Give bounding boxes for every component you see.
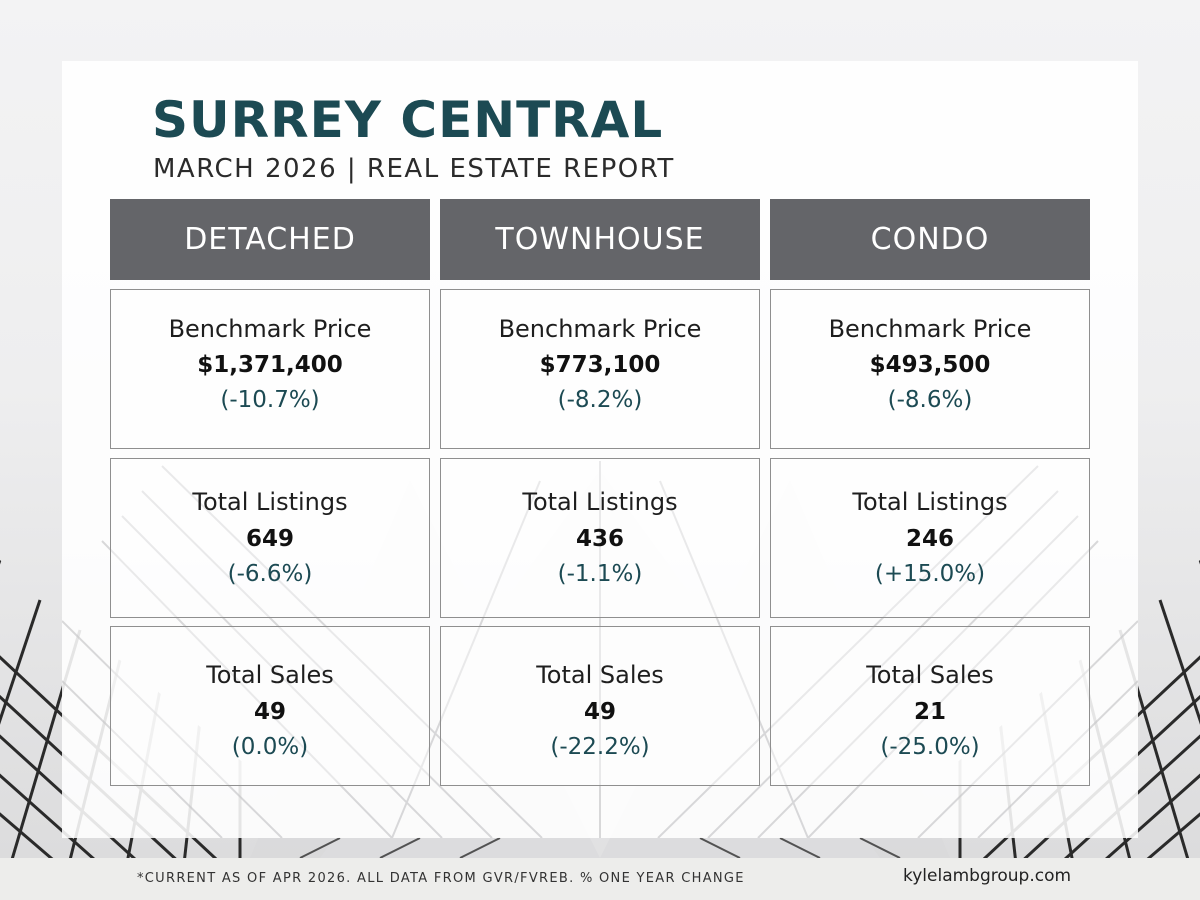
stat-value: 436 bbox=[575, 526, 624, 552]
column-header-detached: DETACHED bbox=[110, 199, 430, 280]
footer-bar bbox=[0, 858, 1200, 900]
panel-facade-pattern bbox=[62, 461, 1138, 838]
stat-label: Total Sales bbox=[866, 661, 994, 689]
footer-note: *CURRENT AS OF APR 2026. ALL DATA FROM G… bbox=[137, 871, 745, 886]
stat-value: 21 bbox=[913, 699, 946, 725]
stat-change: (-22.2%) bbox=[550, 734, 650, 760]
stat-change: (-25.0%) bbox=[880, 734, 980, 760]
stat-label: Total Listings bbox=[192, 488, 348, 516]
stat-change: (0.0%) bbox=[231, 734, 309, 760]
townhouse-listings-card: Total Listings 436 (-1.1%) bbox=[440, 458, 760, 618]
stat-value: $773,100 bbox=[539, 352, 661, 378]
stat-label: Total Sales bbox=[206, 661, 334, 689]
detached-benchmark-card: Benchmark Price $1,371,400 (-10.7%) bbox=[110, 289, 430, 449]
condo-sales-card: Total Sales 21 (-25.0%) bbox=[770, 626, 1090, 786]
stat-value: 246 bbox=[905, 526, 954, 552]
stat-change: (+15.0%) bbox=[874, 561, 986, 587]
stat-label: Total Listings bbox=[522, 488, 678, 516]
stat-label: Total Listings bbox=[852, 488, 1008, 516]
column-header-condo: CONDO bbox=[770, 199, 1090, 280]
townhouse-benchmark-card: Benchmark Price $773,100 (-8.2%) bbox=[440, 289, 760, 449]
stat-change: (-6.6%) bbox=[227, 561, 313, 587]
stat-label: Benchmark Price bbox=[168, 315, 372, 343]
page-title: SURREY CENTRAL bbox=[152, 91, 664, 149]
stat-change: (-8.2%) bbox=[557, 387, 643, 413]
content-panel bbox=[62, 61, 1138, 838]
detached-sales-card: Total Sales 49 (0.0%) bbox=[110, 626, 430, 786]
stat-label: Benchmark Price bbox=[828, 315, 1032, 343]
condo-listings-card: Total Listings 246 (+15.0%) bbox=[770, 458, 1090, 618]
stat-value: 49 bbox=[583, 699, 616, 725]
website-link[interactable]: kylelambgroup.com bbox=[903, 866, 1072, 886]
stat-label: Total Sales bbox=[536, 661, 664, 689]
column-header-townhouse: TOWNHOUSE bbox=[440, 199, 760, 280]
townhouse-sales-card: Total Sales 49 (-22.2%) bbox=[440, 626, 760, 786]
stat-label: Benchmark Price bbox=[498, 315, 702, 343]
stat-change: (-8.6%) bbox=[887, 387, 973, 413]
stat-value: $1,371,400 bbox=[197, 352, 343, 378]
stat-value: 649 bbox=[245, 526, 294, 552]
stat-change: (-10.7%) bbox=[220, 387, 320, 413]
stat-value: $493,500 bbox=[869, 352, 991, 378]
stat-change: (-1.1%) bbox=[557, 561, 643, 587]
detached-listings-card: Total Listings 649 (-6.6%) bbox=[110, 458, 430, 618]
condo-benchmark-card: Benchmark Price $493,500 (-8.6%) bbox=[770, 289, 1090, 449]
stat-value: 49 bbox=[253, 699, 286, 725]
page-subtitle: MARCH 2026 | REAL ESTATE REPORT bbox=[153, 154, 675, 184]
